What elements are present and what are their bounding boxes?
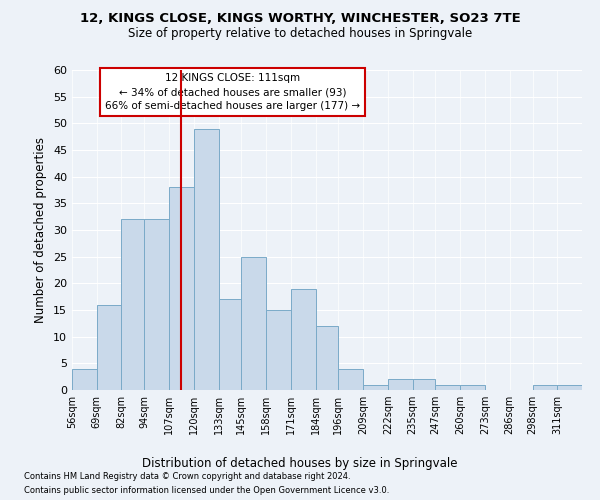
Bar xyxy=(363,384,388,390)
Bar xyxy=(169,188,194,390)
Bar xyxy=(72,368,97,390)
Bar xyxy=(241,256,266,390)
Bar xyxy=(388,380,413,390)
Bar xyxy=(557,384,582,390)
Bar xyxy=(145,220,169,390)
Text: Contains public sector information licensed under the Open Government Licence v3: Contains public sector information licen… xyxy=(24,486,389,495)
Bar xyxy=(436,384,460,390)
Bar xyxy=(338,368,363,390)
Bar xyxy=(413,380,436,390)
Bar xyxy=(291,288,316,390)
Text: 12 KINGS CLOSE: 111sqm
← 34% of detached houses are smaller (93)
66% of semi-det: 12 KINGS CLOSE: 111sqm ← 34% of detached… xyxy=(105,73,360,111)
Bar xyxy=(121,220,145,390)
Bar xyxy=(533,384,557,390)
Text: Size of property relative to detached houses in Springvale: Size of property relative to detached ho… xyxy=(128,28,472,40)
Bar xyxy=(97,304,121,390)
Bar xyxy=(266,310,291,390)
Y-axis label: Number of detached properties: Number of detached properties xyxy=(34,137,47,323)
Bar xyxy=(316,326,338,390)
Text: 12, KINGS CLOSE, KINGS WORTHY, WINCHESTER, SO23 7TE: 12, KINGS CLOSE, KINGS WORTHY, WINCHESTE… xyxy=(80,12,520,26)
Bar xyxy=(218,300,241,390)
Bar xyxy=(460,384,485,390)
Text: Contains HM Land Registry data © Crown copyright and database right 2024.: Contains HM Land Registry data © Crown c… xyxy=(24,472,350,481)
Text: Distribution of detached houses by size in Springvale: Distribution of detached houses by size … xyxy=(142,458,458,470)
Bar xyxy=(194,128,218,390)
